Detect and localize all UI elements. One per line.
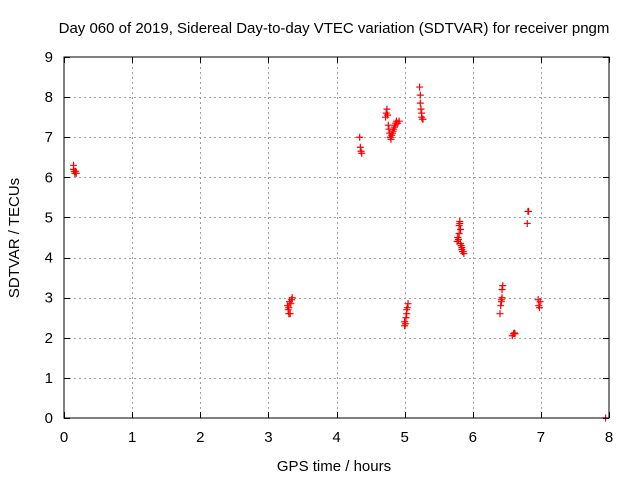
data-point xyxy=(358,149,366,157)
data-point xyxy=(356,143,364,151)
data-point xyxy=(402,314,410,322)
x-axis-label: GPS time / hours xyxy=(277,458,391,475)
x-tick-label: 2 xyxy=(196,429,204,446)
data-point xyxy=(285,304,293,312)
data-point xyxy=(286,310,294,318)
data-point xyxy=(387,135,395,143)
y-tick-label: 0 xyxy=(45,410,53,427)
data-point xyxy=(497,302,505,310)
x-tick-label: 5 xyxy=(400,429,408,446)
data-point xyxy=(72,169,80,177)
data-point xyxy=(496,310,504,318)
y-tick-label: 5 xyxy=(45,209,53,226)
data-point xyxy=(525,207,533,215)
data-points xyxy=(70,83,610,422)
data-point xyxy=(419,115,427,123)
x-tick-label: 3 xyxy=(264,429,272,446)
data-point xyxy=(403,304,411,312)
data-point xyxy=(416,83,424,91)
data-point xyxy=(510,329,518,337)
y-tick-label: 4 xyxy=(45,250,53,267)
data-point xyxy=(404,300,412,308)
grid-lines xyxy=(64,57,609,418)
data-point xyxy=(416,91,424,99)
data-point xyxy=(499,282,507,290)
data-point xyxy=(498,286,506,294)
data-point xyxy=(384,111,392,119)
data-point xyxy=(456,225,464,233)
y-tick-label: 2 xyxy=(45,330,53,347)
data-point xyxy=(536,304,544,312)
y-axis-label: SDTVAR / TECUs xyxy=(6,178,23,298)
data-point xyxy=(383,105,391,113)
data-point xyxy=(536,298,544,306)
data-point xyxy=(403,310,411,318)
data-point xyxy=(460,250,468,258)
data-point xyxy=(498,294,506,302)
x-tick-label: 7 xyxy=(537,429,545,446)
chart-title: Day 060 of 2019, Sidereal Day-to-day VTE… xyxy=(59,20,610,37)
y-tick-label: 8 xyxy=(45,89,53,106)
y-tick-label: 9 xyxy=(45,49,53,66)
x-tick-label: 6 xyxy=(469,429,477,446)
y-tick-label: 6 xyxy=(45,169,53,186)
y-tick-label: 1 xyxy=(45,370,53,387)
data-point xyxy=(395,117,403,125)
data-point xyxy=(384,121,392,129)
data-point xyxy=(356,133,364,141)
data-point xyxy=(455,229,463,237)
axis-ticks: 0 1 2 3 4 5 6 7 8 0 1 2 3 4 5 6 7 8 9 xyxy=(45,49,614,446)
data-point xyxy=(456,217,464,225)
data-point xyxy=(416,99,424,107)
x-tick-label: 1 xyxy=(128,429,136,446)
data-point xyxy=(511,330,519,338)
data-point xyxy=(288,294,296,302)
data-point xyxy=(523,219,531,227)
data-point xyxy=(417,105,425,113)
data-point xyxy=(454,236,462,244)
x-tick-label: 4 xyxy=(332,429,340,446)
data-point xyxy=(287,300,295,308)
x-tick-label: 8 xyxy=(605,429,613,446)
x-tick-label: 0 xyxy=(60,429,68,446)
y-tick-label: 7 xyxy=(45,129,53,146)
y-tick-label: 3 xyxy=(45,290,53,307)
data-point xyxy=(401,320,409,328)
plot-frame xyxy=(63,56,610,419)
